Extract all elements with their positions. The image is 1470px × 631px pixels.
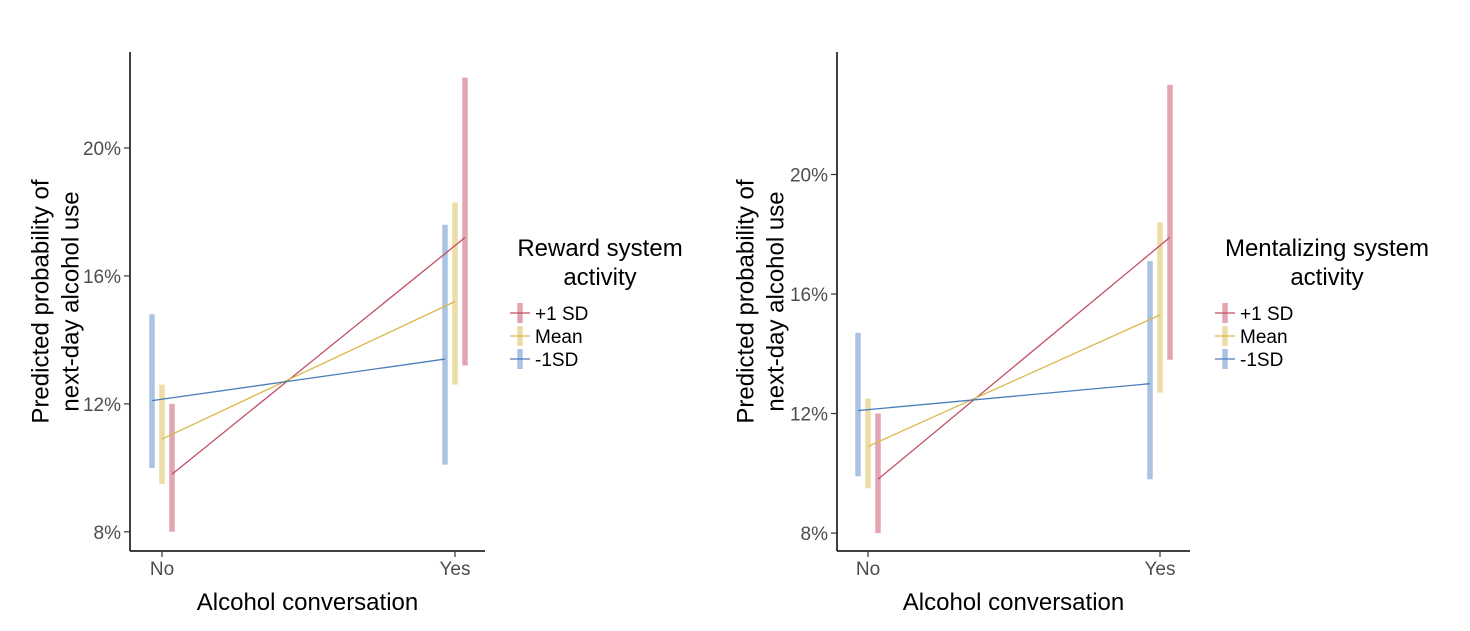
reward-y-tick-label: 8% (94, 523, 122, 544)
mentalizing-y-axis-title-line2: next-day alcohol use (762, 191, 789, 411)
reward-series-line-1sd (171, 237, 466, 475)
mentalizing-legend-label: +1 SD (1240, 304, 1293, 325)
reward-x-tick-label: Yes (440, 559, 471, 580)
reward-legend-label: Mean (535, 327, 583, 348)
mentalizing-legend-title-line1: Mentalizing system (1225, 235, 1429, 262)
mentalizing-x-tick-label: Yes (1145, 559, 1176, 580)
mentalizing-y-tick-label: 16% (790, 285, 828, 306)
mentalizing-series-line-1sd (877, 236, 1171, 480)
reward-x-tick-label: No (150, 559, 174, 580)
reward-y-axis-title-line1: Predicted probability of (27, 179, 54, 423)
mentalizing-y-tick-label: 8% (801, 524, 829, 545)
mentalizing-legend-label: -1SD (1240, 350, 1283, 371)
reward-series-line-mean (161, 300, 456, 440)
reward-x-axis-title: Alcohol conversation (197, 589, 418, 616)
reward-y-tick-label: 20% (83, 139, 121, 160)
reward-legend-label: +1 SD (535, 304, 588, 325)
mentalizing-legend-title-line2: activity (1290, 264, 1363, 291)
reward-system-panel: 8% 12% 16% 20% No Yes Alcohol conversation Pred… (27, 52, 683, 616)
reward-legend-title-line1: Reward system (517, 235, 682, 262)
mentalizing-system-panel: 8% 12% 16% 20% No Yes Alcohol conversation Pred… (732, 52, 1429, 616)
reward-series-line-1sd (151, 358, 446, 402)
mentalizing-x-axis-title: Alcohol conversation (903, 589, 1124, 616)
reward-legend-title-line2: activity (563, 264, 636, 291)
mentalizing-y-tick-label: 12% (790, 405, 828, 426)
reward-y-axis-title-line2: next-day alcohol use (57, 191, 84, 411)
mentalizing-series-line-1sd (857, 383, 1151, 412)
mentalizing-legend-label: Mean (1240, 327, 1288, 348)
reward-y-tick-label: 16% (83, 267, 121, 288)
mentalizing-x-tick-label: No (856, 559, 880, 580)
reward-y-tick-label: 12% (83, 395, 121, 416)
reward-legend-label: -1SD (535, 350, 578, 371)
mentalizing-series-line-mean (867, 314, 1161, 448)
mentalizing-y-tick-label: 20% (790, 166, 828, 187)
mentalizing-y-axis-title-line1: Predicted probability of (732, 179, 759, 423)
